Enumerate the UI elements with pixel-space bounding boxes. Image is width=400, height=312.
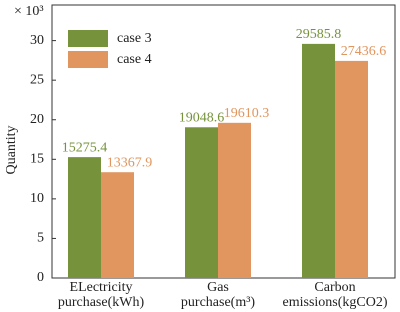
legend-label: case 4 [117,52,152,67]
x-tick-label: Gas [207,280,229,295]
y-tick-label: 25 [30,72,44,87]
y-tick-label: 20 [30,112,44,127]
y-tick-label: 15 [30,152,44,167]
x-tick-label: emissions(kgCO2) [283,295,388,310]
data-label: 27436.6 [341,44,387,59]
data-label: 13367.9 [107,155,153,170]
y-tick-label: 10 [30,191,44,206]
legend-swatch [68,51,108,68]
x-tick-label: Carbon [314,280,355,295]
legend-swatch [68,30,108,47]
bar [302,43,335,279]
data-label: 19048.6 [179,110,225,125]
y-tick-label: 30 [30,33,44,48]
y-tick-label: 5 [37,231,44,246]
data-label: 29585.8 [296,27,342,42]
data-label: 15275.4 [62,140,108,155]
x-tick-label: ELectricity [70,280,133,295]
x-tick-label: purchase(m³) [181,295,256,310]
x-tick-label: purchase(kWh) [58,295,145,310]
bar [335,60,368,278]
y-tick-label: 0 [37,270,44,285]
bar [101,172,134,278]
bar [218,122,251,278]
legend-label: case 3 [117,31,152,46]
y-axis-label: Quantity [4,126,19,175]
y-scale-label: × 10³ [14,4,44,19]
bar [68,157,101,278]
bar [185,127,218,278]
data-label: 19610.3 [224,106,270,121]
